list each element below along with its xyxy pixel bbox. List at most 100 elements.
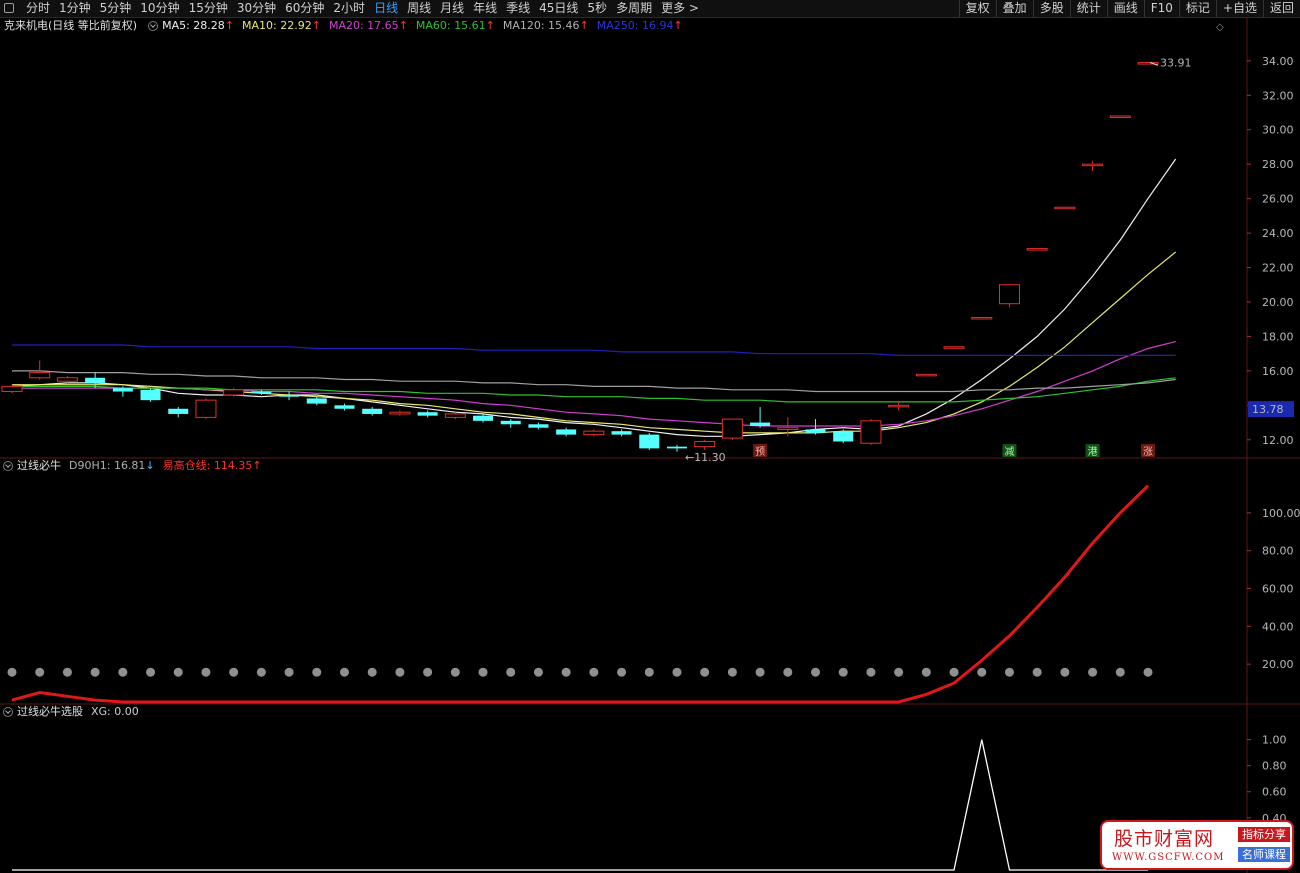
signal-label: 港 xyxy=(1088,446,1098,458)
candle-body xyxy=(500,420,521,425)
y-tick-label: 40.00 xyxy=(1262,620,1294,633)
d90h1-dot xyxy=(423,667,433,677)
signal-label: 减 xyxy=(1004,446,1014,458)
candle-body xyxy=(750,422,771,426)
indicator2-name[interactable]: 过线必牛选股 xyxy=(17,705,83,718)
d90h1-dot xyxy=(1143,667,1153,677)
candle-body xyxy=(306,398,327,404)
candle-body xyxy=(362,408,383,414)
ma-line-ma250 xyxy=(12,344,1176,356)
candle-body xyxy=(1109,115,1131,118)
candle-body xyxy=(943,346,965,349)
candle-body xyxy=(112,388,133,392)
signal-marker xyxy=(1141,444,1155,457)
toolbar-button[interactable]: 标记 xyxy=(1178,0,1216,17)
indicator1-legend: 过线必牛 D90H1: 16.81↓ 易高仓线: 114.35↑ xyxy=(0,458,262,474)
period-tab[interactable]: 1分钟 xyxy=(59,1,91,15)
last-price-label: 13.78 xyxy=(1252,403,1284,416)
d90h1-dot xyxy=(533,667,543,677)
period-tab[interactable]: 5分钟 xyxy=(99,1,132,15)
d90h1-dot xyxy=(589,667,599,677)
y-tick-label: 18.00 xyxy=(1262,330,1294,343)
toolbar-button[interactable]: F10 xyxy=(1143,0,1179,17)
d90h1-dot xyxy=(201,667,211,677)
ma-line-ma60 xyxy=(12,377,1176,403)
main-chart-legend: 克来机电(日线 等比前复权) MA5: 28.28↑ MA10: 22.92↑ … xyxy=(0,18,683,34)
watermark-logo: 股市财富网 WWW.GSCFW.COM 指标分享 名师课程 xyxy=(1100,820,1294,870)
candle-body xyxy=(556,429,577,435)
toolbar-button[interactable]: 返回 xyxy=(1262,0,1300,17)
period-tab[interactable]: 60分钟 xyxy=(285,1,325,15)
toolbar-button[interactable]: 多股 xyxy=(1032,0,1070,17)
candle-body xyxy=(583,430,605,436)
toolbar: 分时 1分钟 5分钟 10分钟 15分钟 30分钟 60分钟 2小时 日线 周线 月线 年线 季线 45日… xyxy=(0,0,1300,18)
period-tab[interactable]: 45日线 xyxy=(539,1,579,15)
collapse-icon[interactable] xyxy=(3,461,13,471)
d90h1-dot xyxy=(1004,667,1014,677)
diamond-icon: ◇ xyxy=(1216,22,1224,33)
toolbar-button[interactable]: 复权 xyxy=(958,0,996,17)
y-tick-label: 16.00 xyxy=(1262,365,1294,378)
candle-body xyxy=(29,372,51,379)
d90h1-dot xyxy=(256,667,266,677)
y-tick-label: 100.00 xyxy=(1262,507,1300,520)
signal-marker xyxy=(1085,444,1100,457)
candle-body xyxy=(639,434,660,449)
candle-body xyxy=(56,377,78,382)
collapse-icon[interactable] xyxy=(3,707,13,717)
candle-body xyxy=(721,418,743,439)
d90h1-dot xyxy=(7,667,17,677)
period-tab[interactable]: 10分钟 xyxy=(140,1,180,15)
period-tab[interactable]: 月线 xyxy=(440,1,465,15)
indicator2-legend: 过线必牛选股 XG: 0.00 xyxy=(0,704,139,720)
period-tab[interactable]: 2小时 xyxy=(333,1,366,15)
d90h1-dot xyxy=(395,667,405,677)
period-tab[interactable]: 30分钟 xyxy=(236,1,277,15)
period-tab[interactable]: 多周期 xyxy=(616,1,653,15)
period-tab[interactable]: 日线 xyxy=(374,1,399,15)
stock-title[interactable]: 克来机电(日线 等比前复权) xyxy=(4,19,138,32)
period-tabs: 分时 1分钟 5分钟 10分钟 15分钟 30分钟 60分钟 2小时 日线 周线 月线 年线 季线 45日… xyxy=(26,0,699,17)
panel-toggle-icon[interactable] xyxy=(4,3,14,13)
d90h1-dot xyxy=(838,667,848,677)
toolbar-button[interactable]: 统计 xyxy=(1069,0,1107,17)
period-tab[interactable]: 分时 xyxy=(26,1,51,15)
period-tab[interactable]: 年线 xyxy=(473,1,498,15)
y-tick-label: 20.00 xyxy=(1262,658,1294,671)
toolbar-button[interactable]: 叠加 xyxy=(995,0,1033,17)
candle-body xyxy=(1054,206,1076,210)
indicator1-name[interactable]: 过线必牛 xyxy=(17,459,61,472)
signal-marker xyxy=(753,444,768,457)
indicator-red-line xyxy=(11,484,1150,704)
d90h1-dot xyxy=(672,667,682,677)
indicator1-chart: 20.00 40.00 60.00 80.00 100.00 xyxy=(7,484,1300,704)
d90h1-dot xyxy=(367,667,377,677)
collapse-icon[interactable] xyxy=(148,21,159,31)
period-tab[interactable]: 季线 xyxy=(506,1,531,15)
candle-body xyxy=(833,431,854,442)
period-tab[interactable]: 更多 > xyxy=(661,1,699,15)
toolbar-button[interactable]: +自选 xyxy=(1215,0,1263,17)
candle-body xyxy=(998,284,1020,305)
period-tab[interactable]: 周线 xyxy=(407,1,432,15)
ma10-label: MA10: 22.92↑ xyxy=(242,19,321,32)
d90h1-dot xyxy=(339,667,349,677)
period-tab[interactable]: 15分钟 xyxy=(188,1,228,15)
candle-body xyxy=(279,394,300,397)
signal-label: 涨 xyxy=(1143,446,1153,458)
d90h1-dot xyxy=(1115,667,1125,677)
candle-body xyxy=(915,373,937,377)
d90h1-dot xyxy=(617,667,627,677)
candle-body xyxy=(85,377,106,383)
toolbar-button[interactable]: 画线 xyxy=(1106,0,1144,17)
d90h1-dot xyxy=(700,667,710,677)
y-tick-label: 30.00 xyxy=(1262,124,1294,137)
ma-line-ma120 xyxy=(12,370,1176,393)
d90h1-dot xyxy=(644,667,654,677)
period-tab[interactable]: 5秒 xyxy=(587,1,608,15)
candle-body xyxy=(417,412,438,416)
candle-body xyxy=(528,424,549,428)
d90h1-dot xyxy=(118,667,128,677)
high-price-label: 33.91 xyxy=(1160,56,1192,69)
